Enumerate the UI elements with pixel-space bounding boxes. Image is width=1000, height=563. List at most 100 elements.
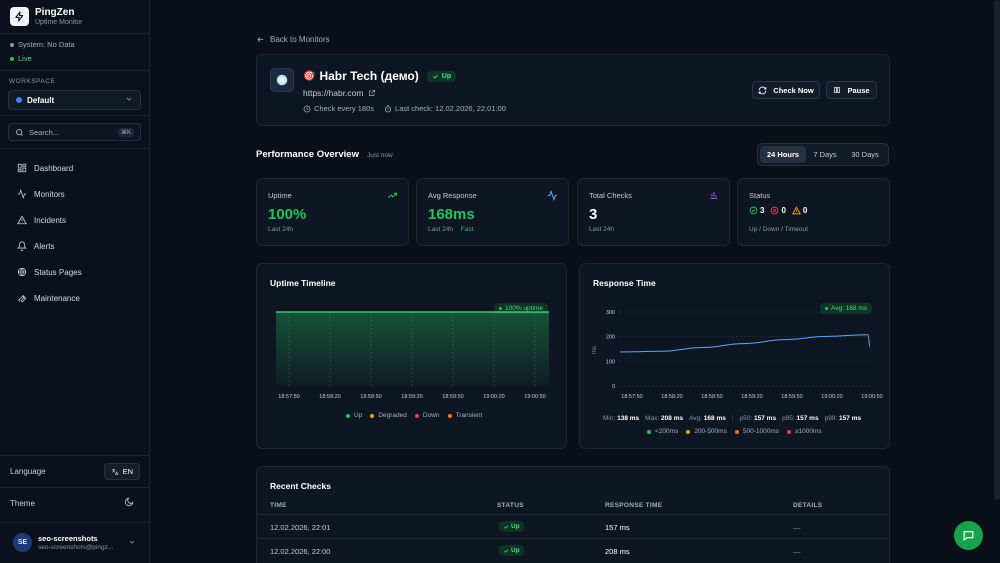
scrollbar[interactable] <box>994 0 1000 500</box>
check-now-button[interactable]: Check Now <box>752 81 820 99</box>
app-name: PingZen <box>35 7 75 18</box>
x-tick-label: 18:59:20 <box>741 394 762 400</box>
legend-label: ≥1000ms <box>794 428 822 435</box>
check-icon <box>432 74 438 79</box>
monitor-url[interactable]: https://habr.com <box>303 88 376 98</box>
workspace-label: WORKSPACE <box>9 78 56 85</box>
fast-tag: Fast <box>460 226 474 233</box>
refresh-icon <box>758 86 767 94</box>
uptime-chart: 18:57:50 18:58:20 18:58:50 18:59:20 18:59:50… <box>276 311 549 400</box>
total-checks-value: 3 <box>589 206 598 223</box>
theme-row: Theme <box>10 497 140 509</box>
stat-max-label: Max: <box>645 415 660 422</box>
site-favicon-icon <box>270 68 294 92</box>
legend-label: <200ms <box>655 428 679 435</box>
status-sub: Up / Down / Timeout <box>749 226 808 233</box>
language-value: EN <box>122 467 133 476</box>
chat-button[interactable] <box>954 521 983 550</box>
uptime-value: 100% <box>268 206 307 223</box>
range-7d[interactable]: 7 Days <box>813 150 837 159</box>
legend-dot-icon <box>370 413 375 418</box>
uptime-timeline-card: Uptime Timeline 100% uptime 18:57:50 18:5… <box>256 263 567 449</box>
status-label: Status <box>749 191 771 200</box>
status-dot-icon <box>10 42 14 47</box>
stat-max: 208 ms <box>661 415 684 422</box>
legend-label: Up <box>354 412 363 419</box>
row-details: — <box>793 523 801 532</box>
arrow-left-icon <box>257 36 264 43</box>
avg-pill: Avg: 168 ms <box>820 303 873 314</box>
nav-item-status-pages[interactable]: Status Pages <box>17 266 82 278</box>
nav-menu: Dashboard Monitors Incidents Alerts Stat… <box>17 162 82 318</box>
nav-item-maintenance[interactable]: Maintenance <box>17 292 82 304</box>
nav-item-alerts[interactable]: Alerts <box>17 240 82 252</box>
uptime-pill-text: 100% uptime <box>505 305 543 312</box>
trending-up-icon <box>388 192 398 199</box>
check-icon <box>503 548 509 553</box>
search-input[interactable]: Search... ⌘K <box>8 123 141 141</box>
system-status: System: No Data <box>10 40 75 49</box>
y-tick-label: 200 <box>606 335 615 341</box>
user-email: seo-screenshots@pingz... <box>38 544 114 551</box>
check-circle-icon <box>749 206 758 215</box>
pause-icon <box>834 86 841 94</box>
timer-icon <box>384 104 392 112</box>
status-counts: 3 0 0 <box>749 206 813 215</box>
table-row[interactable]: 12.02.2026, 22:01 Up 157 ms — <box>257 514 889 538</box>
divider <box>0 487 149 488</box>
stat-min: 138 ms <box>617 415 640 422</box>
y-tick-label: 0 <box>612 384 615 390</box>
up-count: 3 <box>760 206 765 215</box>
check-icon <box>503 524 509 529</box>
bell-icon <box>17 241 27 251</box>
back-link[interactable]: Back to Monitors <box>256 35 330 44</box>
language-row: Language EN <box>10 463 140 480</box>
divider <box>0 115 149 116</box>
workspace-select[interactable]: Default <box>8 90 141 110</box>
x-tick-label: 18:57:50 <box>278 394 299 400</box>
legend-label: 500-1000ms <box>742 428 779 435</box>
legend-dot-icon <box>786 429 791 434</box>
stat-p95: 157 ms <box>796 415 819 422</box>
uptime-area <box>276 312 549 387</box>
search-shortcut: ⌘K <box>117 127 134 137</box>
row-response: 157 ms <box>605 523 630 532</box>
table-row[interactable]: 12.02.2026, 22:00 Up 208 ms — <box>257 538 889 562</box>
status-badge-text: Up <box>441 72 452 80</box>
activity-icon <box>17 189 27 199</box>
legend-dot-icon <box>647 429 651 434</box>
nav-item-incidents[interactable]: Incidents <box>17 214 82 226</box>
legend-dot-icon <box>346 413 350 418</box>
uptime-pill: 100% uptime <box>494 303 548 314</box>
dashboard-icon <box>17 163 27 173</box>
range-24h[interactable]: 24 Hours <box>760 146 806 163</box>
brand[interactable]: PingZen Uptime Monitor <box>10 7 82 26</box>
nav-label: Incidents <box>34 215 67 225</box>
stat-min-label: Min: <box>603 415 616 422</box>
nav-label: Alerts <box>34 241 55 251</box>
warning-icon <box>791 206 801 215</box>
status-badge: Up <box>426 70 457 82</box>
x-tick-label: 18:58:20 <box>661 394 682 400</box>
x-tick-label: 18:58:50 <box>701 394 722 400</box>
range-30d[interactable]: 30 Days <box>851 150 879 159</box>
y-axis-label: ms <box>592 346 598 354</box>
nav-item-dashboard[interactable]: Dashboard <box>17 162 82 174</box>
moon-icon[interactable] <box>124 497 134 509</box>
pause-button[interactable]: Pause <box>826 81 877 99</box>
x-tick-label: 18:58:20 <box>319 394 340 400</box>
legend-label: Degraded <box>378 412 407 419</box>
row-details: — <box>793 547 801 556</box>
nav-item-monitors[interactable]: Monitors <box>17 188 82 200</box>
legend-label: Down <box>422 412 440 419</box>
language-button[interactable]: EN <box>103 463 140 480</box>
avg-response-label: Avg Response <box>428 191 477 200</box>
live-text: Live <box>18 54 32 63</box>
translate-icon <box>111 468 118 475</box>
wrench-icon <box>18 294 27 303</box>
x-tick-label: 19:00:20 <box>821 394 842 400</box>
stat-p99: 157 ms <box>839 415 862 422</box>
col-time: TIME <box>270 502 287 509</box>
user-menu[interactable]: SE seo-screenshots seo-screenshots@pingz… <box>13 533 136 552</box>
x-tick-label: 18:57:50 <box>621 394 642 400</box>
